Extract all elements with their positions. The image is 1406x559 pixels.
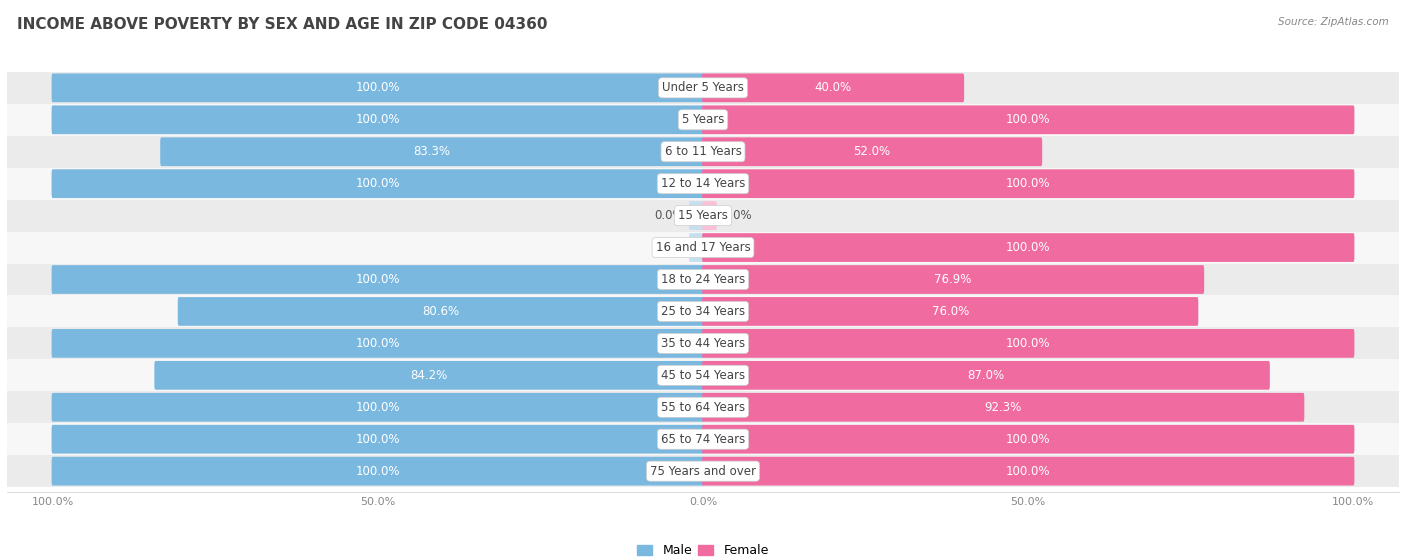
Text: 75 Years and over: 75 Years and over: [650, 465, 756, 477]
Bar: [7, 391, 1399, 423]
Text: 83.3%: 83.3%: [413, 145, 450, 158]
FancyBboxPatch shape: [702, 233, 1354, 262]
Text: 0.0%: 0.0%: [723, 209, 752, 222]
Text: 18 to 24 Years: 18 to 24 Years: [661, 273, 745, 286]
Text: 40.0%: 40.0%: [814, 82, 852, 94]
Text: 100.0%: 100.0%: [356, 401, 401, 414]
FancyBboxPatch shape: [702, 457, 1354, 486]
FancyBboxPatch shape: [702, 169, 1354, 198]
FancyBboxPatch shape: [702, 297, 1198, 326]
Text: 12 to 14 Years: 12 to 14 Years: [661, 177, 745, 190]
Text: Under 5 Years: Under 5 Years: [662, 82, 744, 94]
FancyBboxPatch shape: [52, 425, 704, 453]
Text: 92.3%: 92.3%: [984, 401, 1022, 414]
Text: 76.9%: 76.9%: [935, 273, 972, 286]
Text: 100.0%: 100.0%: [356, 113, 401, 126]
Bar: [7, 423, 1399, 455]
Text: 100.0%: 100.0%: [1005, 337, 1050, 350]
Text: 5 Years: 5 Years: [682, 113, 724, 126]
Text: 100.0%: 100.0%: [1005, 433, 1050, 446]
Bar: [7, 136, 1399, 168]
Legend: Male, Female: Male, Female: [633, 539, 773, 559]
Text: 100.0%: 100.0%: [1005, 113, 1050, 126]
Text: 45 to 54 Years: 45 to 54 Years: [661, 369, 745, 382]
Text: 52.0%: 52.0%: [853, 145, 890, 158]
FancyBboxPatch shape: [177, 297, 704, 326]
FancyBboxPatch shape: [52, 169, 704, 198]
Bar: [7, 104, 1399, 136]
Text: 25 to 34 Years: 25 to 34 Years: [661, 305, 745, 318]
Text: 65 to 74 Years: 65 to 74 Years: [661, 433, 745, 446]
FancyBboxPatch shape: [160, 138, 704, 166]
Bar: [7, 359, 1399, 391]
Text: INCOME ABOVE POVERTY BY SEX AND AGE IN ZIP CODE 04360: INCOME ABOVE POVERTY BY SEX AND AGE IN Z…: [17, 17, 547, 32]
Text: 100.0%: 100.0%: [356, 177, 401, 190]
Text: 55 to 64 Years: 55 to 64 Years: [661, 401, 745, 414]
Text: 0.0%: 0.0%: [654, 209, 683, 222]
Text: 100.0%: 100.0%: [1005, 177, 1050, 190]
FancyBboxPatch shape: [702, 138, 1042, 166]
FancyBboxPatch shape: [52, 73, 704, 102]
FancyBboxPatch shape: [52, 265, 704, 294]
Text: 100.0%: 100.0%: [1005, 241, 1050, 254]
Bar: [7, 455, 1399, 487]
FancyBboxPatch shape: [155, 361, 704, 390]
FancyBboxPatch shape: [702, 73, 965, 102]
Text: 100.0%: 100.0%: [356, 82, 401, 94]
Text: Source: ZipAtlas.com: Source: ZipAtlas.com: [1278, 17, 1389, 27]
FancyBboxPatch shape: [702, 329, 1354, 358]
Bar: [7, 263, 1399, 296]
FancyBboxPatch shape: [689, 233, 704, 262]
FancyBboxPatch shape: [702, 393, 1305, 421]
Text: 100.0%: 100.0%: [356, 337, 401, 350]
FancyBboxPatch shape: [52, 106, 704, 134]
Text: 35 to 44 Years: 35 to 44 Years: [661, 337, 745, 350]
Bar: [7, 200, 1399, 231]
Text: 100.0%: 100.0%: [356, 465, 401, 477]
Bar: [7, 72, 1399, 104]
Text: 0.0%: 0.0%: [654, 241, 683, 254]
FancyBboxPatch shape: [702, 265, 1204, 294]
Text: 100.0%: 100.0%: [1005, 465, 1050, 477]
FancyBboxPatch shape: [52, 457, 704, 486]
FancyBboxPatch shape: [52, 329, 704, 358]
Text: 15 Years: 15 Years: [678, 209, 728, 222]
Text: 80.6%: 80.6%: [422, 305, 460, 318]
Text: 6 to 11 Years: 6 to 11 Years: [665, 145, 741, 158]
Bar: [7, 231, 1399, 263]
Text: 76.0%: 76.0%: [932, 305, 969, 318]
FancyBboxPatch shape: [702, 201, 717, 230]
FancyBboxPatch shape: [702, 425, 1354, 453]
FancyBboxPatch shape: [52, 393, 704, 421]
Bar: [7, 296, 1399, 328]
FancyBboxPatch shape: [689, 201, 704, 230]
Bar: [7, 328, 1399, 359]
Text: 100.0%: 100.0%: [356, 273, 401, 286]
Text: 84.2%: 84.2%: [411, 369, 447, 382]
FancyBboxPatch shape: [702, 106, 1354, 134]
Text: 16 and 17 Years: 16 and 17 Years: [655, 241, 751, 254]
Bar: [7, 168, 1399, 200]
Text: 100.0%: 100.0%: [356, 433, 401, 446]
Text: 87.0%: 87.0%: [967, 369, 1004, 382]
FancyBboxPatch shape: [702, 361, 1270, 390]
